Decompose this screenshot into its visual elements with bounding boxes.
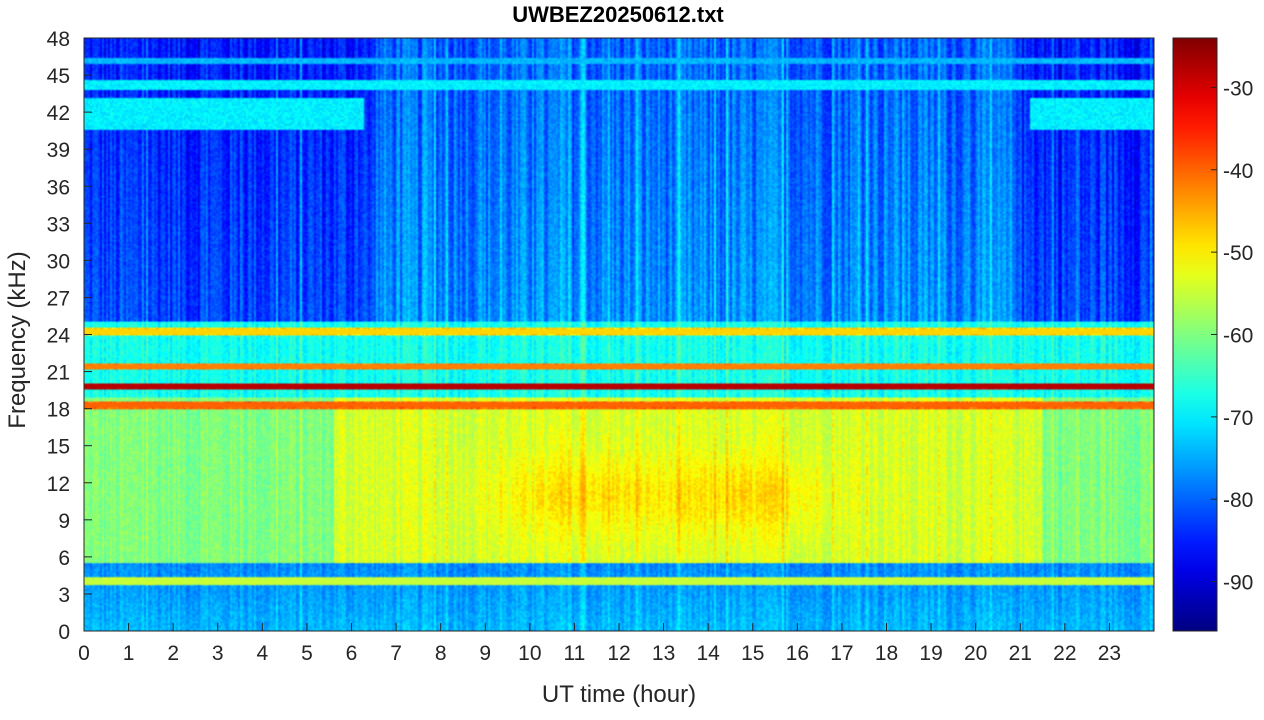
colorbar: -90 -80 -70 -60 -50 -40 -30 [1172, 37, 1253, 632]
x-tick-label: 3 [212, 642, 224, 665]
y-tick-label: 12 [47, 473, 70, 496]
x-tick-label: 2 [167, 642, 179, 665]
x-tick-label: 7 [390, 642, 402, 665]
x-tick-label: 19 [919, 642, 942, 665]
y-tick-label: 6 [58, 547, 70, 570]
x-tick-label: 22 [1053, 642, 1076, 665]
x-tick-label: 9 [479, 642, 491, 665]
plot-area [83, 37, 1155, 632]
x-tick-label: 21 [1009, 642, 1032, 665]
colorbar-tick-label: -60 [1223, 325, 1253, 348]
y-tick-label: 24 [47, 325, 71, 348]
y-tick-label: 42 [47, 102, 70, 125]
x-tick-label: 20 [964, 642, 987, 665]
x-tick-label: 18 [875, 642, 898, 665]
x-tick-label: 13 [652, 642, 675, 665]
x-tick-label: 0 [78, 642, 90, 665]
band-4 [84, 579, 1154, 584]
x-tick-label: 14 [696, 642, 720, 665]
y-tick-label: 33 [47, 213, 70, 236]
y-tick-label: 21 [47, 362, 70, 385]
x-tick-label: 23 [1098, 642, 1121, 665]
x-tick-label: 4 [256, 642, 268, 665]
y-tick-label: 9 [58, 510, 70, 533]
x-axis-label: UT time (hour) [541, 681, 697, 708]
y-axis-label-wrap: Frequency (kHz) [0, 251, 38, 428]
x-tick-label: 15 [741, 642, 764, 665]
x-tick-label: 6 [346, 642, 358, 665]
y-axis-label: Frequency (kHz) [4, 251, 31, 429]
y-tick-label: 30 [47, 250, 70, 273]
y-tick-label: 15 [47, 436, 70, 459]
x-tick-label: 12 [607, 642, 630, 665]
colorbar-tick-label: -80 [1223, 489, 1253, 512]
band-0 [84, 384, 1154, 389]
x-tick-label: 10 [518, 642, 541, 665]
chart-title: UWBEZ20250612.txt [512, 2, 724, 27]
x-tick-label: 16 [786, 642, 809, 665]
x-tick-label: 5 [301, 642, 313, 665]
y-tick-label: 36 [47, 176, 70, 199]
y-tick-label: 39 [47, 139, 70, 162]
x-tick-label: 8 [435, 642, 447, 665]
colorbar-tick-label: -90 [1223, 572, 1253, 595]
x-tick-label: 17 [830, 642, 853, 665]
y-tick-label: 45 [47, 65, 70, 88]
y-tick-label: 0 [58, 621, 70, 644]
spectrogram-image [84, 38, 1154, 631]
band-1 [84, 402, 1154, 407]
colorbar-tick-label: -40 [1223, 160, 1253, 183]
x-tick-label: 1 [123, 642, 135, 665]
colorbar-tick-label: -70 [1223, 407, 1253, 430]
y-tick-label: 27 [47, 287, 70, 310]
x-axis: 0 1 2 3 4 5 6 7 8 9 10 11 12 13 14 15 16 17 18 19 20 21 22 23 [78, 623, 1121, 665]
band-2 [84, 364, 1154, 369]
colorbar-bar [1172, 37, 1218, 632]
colorbar-tick-label: -50 [1223, 242, 1253, 265]
y-tick-label: 3 [58, 584, 70, 607]
band-3 [84, 330, 1154, 335]
colorbar-tick-label: -30 [1223, 77, 1253, 100]
y-tick-label: 18 [47, 399, 70, 422]
y-tick-label: 48 [47, 28, 70, 51]
x-tick-label: 11 [564, 642, 586, 665]
